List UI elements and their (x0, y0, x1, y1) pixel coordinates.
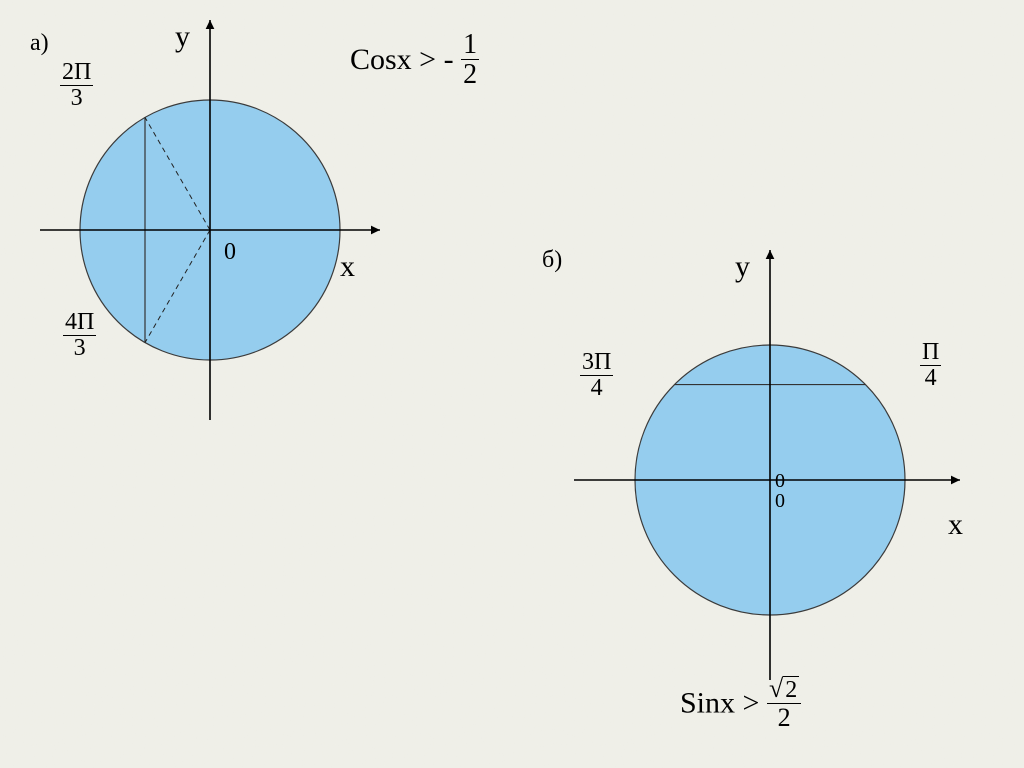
diagram-a-angle-4pi3: 4П 3 (63, 310, 96, 361)
diagram-b-y-label: у (735, 250, 750, 284)
diagram-b-angle-3pi4: 3П 4 (580, 350, 613, 401)
diagram-b-angle-pi4: П 4 (920, 340, 941, 391)
diagram-b-x-label: х (948, 508, 963, 542)
diagram-a-x-label: х (340, 250, 355, 284)
diagram-a-origin-label: 0 (224, 239, 236, 266)
diagram-a-y-label: у (175, 20, 190, 54)
diagram-a-angle-2pi3: 2П 3 (60, 60, 93, 111)
inequality-a: Cosx > - 1 2 (350, 30, 479, 90)
diagram-b (560, 220, 980, 720)
inequality-b: Sinx > √2 2 (680, 675, 801, 731)
diagram-b-origin-label-2: 0 (775, 490, 785, 513)
